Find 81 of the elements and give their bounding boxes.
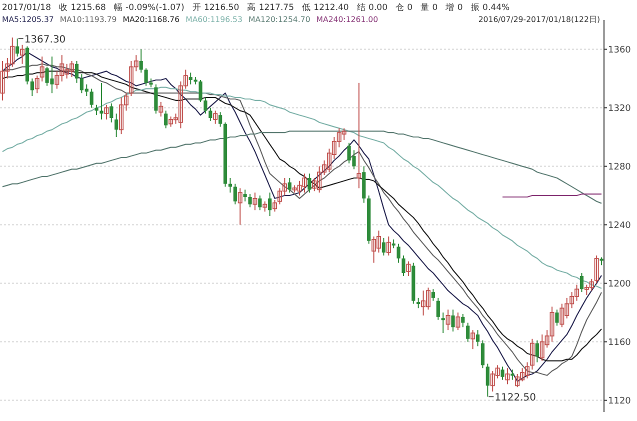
candlestick — [436, 297, 440, 320]
y-tick-label: 1160 — [608, 338, 632, 348]
candlestick — [500, 366, 504, 380]
candlestick — [451, 309, 455, 332]
candlestick — [104, 104, 109, 120]
candlestick — [505, 368, 510, 385]
candlestick — [243, 189, 247, 202]
text: 仓 0 — [395, 2, 413, 13]
candlestick — [580, 272, 584, 293]
candlestick — [356, 82, 362, 189]
candlestick — [466, 322, 470, 342]
candlestick — [476, 330, 480, 347]
candlestick — [416, 297, 420, 309]
candlestick — [208, 107, 212, 122]
y-tick-label: 1120 — [608, 396, 632, 406]
y-tick-label: 1280 — [608, 162, 632, 172]
candlestick — [233, 183, 237, 205]
candlestick — [402, 254, 406, 276]
candlestick — [94, 104, 98, 116]
candlestick — [470, 330, 476, 350]
y-tick-label: 1200 — [608, 279, 632, 290]
text: 开 1216.50 — [192, 3, 240, 13]
candlestick — [20, 44, 25, 64]
line-series — [2, 130, 602, 204]
candlestick — [198, 79, 202, 102]
candlestick — [406, 260, 411, 276]
candlestick — [238, 188, 242, 226]
candlestick — [74, 60, 79, 84]
candlestick — [204, 97, 208, 114]
text: 振 0.44% — [470, 2, 510, 13]
candlestick — [90, 88, 94, 108]
text: 2017/01/18 — [2, 3, 51, 13]
annotation: 1122.50 — [494, 392, 536, 404]
candlestick — [555, 309, 559, 326]
candlestick — [396, 243, 400, 264]
y-tick-label: 1320 — [608, 104, 632, 114]
candlestick — [258, 195, 262, 211]
candlestick — [510, 369, 514, 380]
annotation: 1367.30 — [24, 34, 66, 46]
candlestick — [431, 288, 435, 302]
text: 增 0 — [444, 2, 463, 13]
candlestick — [446, 309, 450, 331]
candlestick — [110, 102, 114, 123]
candlestick — [308, 173, 312, 194]
line-series — [2, 86, 602, 289]
candlestick — [288, 177, 292, 194]
candlestick — [139, 48, 143, 74]
y-tick-label: 1360 — [608, 45, 632, 56]
candlestick — [158, 101, 164, 118]
candlestick — [480, 340, 485, 369]
candlestick — [268, 192, 272, 216]
text: 收 1215.68 — [59, 2, 106, 13]
candlestick — [40, 56, 44, 82]
candlestick — [386, 236, 391, 256]
candlestick — [461, 314, 465, 328]
candlestick — [30, 78, 34, 97]
candlestick — [441, 312, 445, 334]
text: 低 1212.40 — [302, 2, 349, 13]
candlestick — [100, 82, 104, 120]
candlestick — [114, 113, 118, 138]
candlestick — [16, 38, 20, 58]
candlestick — [456, 312, 460, 331]
candlestick — [164, 110, 168, 129]
candlestick — [594, 254, 599, 284]
candlestick — [272, 199, 278, 212]
candlestick — [154, 84, 158, 114]
text: 结 0.00 — [356, 2, 388, 13]
candlestick — [382, 237, 386, 256]
candlestick — [486, 363, 490, 398]
candlestick — [213, 110, 218, 124]
candlestick — [218, 112, 222, 128]
candlestick — [530, 338, 534, 370]
text: 量 0 — [420, 2, 438, 13]
text: 幅 -0.09%(-1.07) — [114, 2, 184, 13]
y-tick-label: 1240 — [608, 220, 632, 231]
text: 高 1217.75 — [247, 2, 294, 13]
candlestick — [34, 75, 40, 94]
candlestick — [252, 192, 258, 211]
candlestick — [535, 340, 539, 363]
candlestick — [248, 194, 252, 208]
candlestick — [262, 200, 268, 212]
